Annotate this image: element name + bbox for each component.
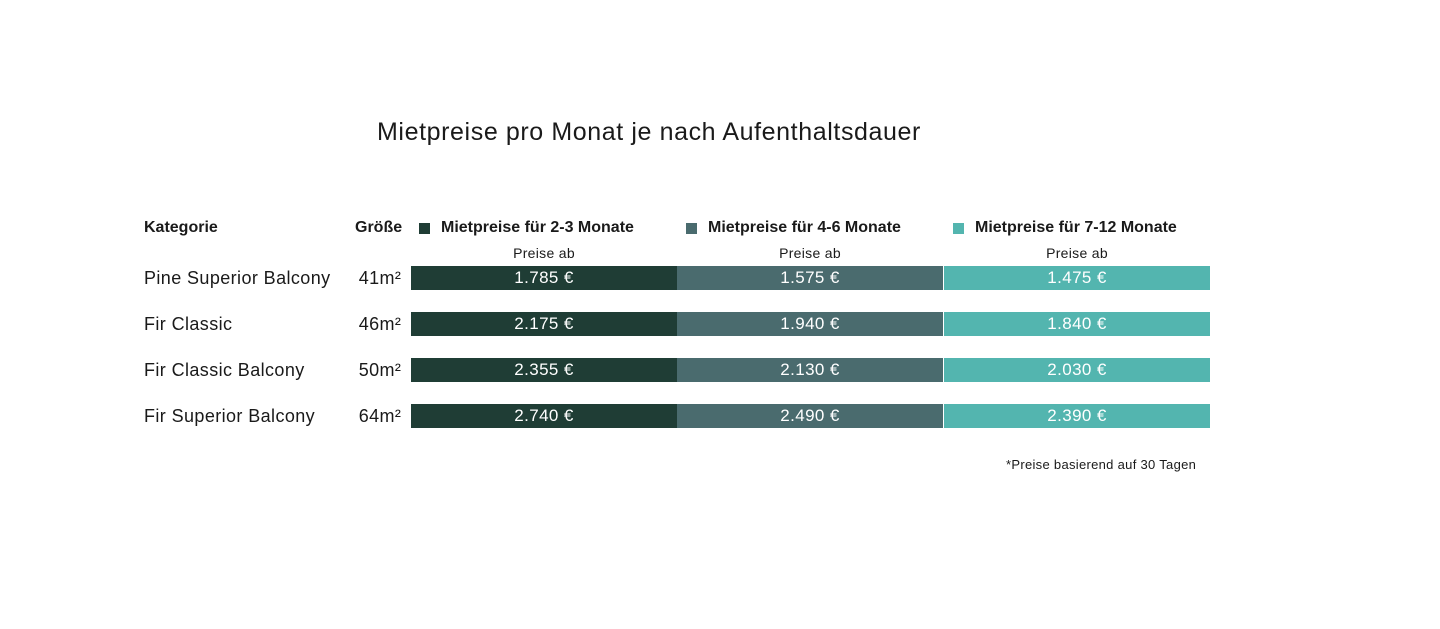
price-cell-2-3-monate: 2.740 € — [411, 404, 677, 428]
row-size: 50m² — [358, 360, 402, 380]
price-cell-7-12-monate: 2.030 € — [944, 358, 1210, 382]
legend-label: Mietpreise für 2-3 Monate — [441, 219, 634, 236]
row-category: Fir Classic Balcony — [144, 360, 305, 380]
price-cell-4-6-monate: 1.575 € — [677, 266, 943, 290]
row-category: Pine Superior Balcony — [144, 268, 331, 288]
subheader-preise-ab: Preise ab — [513, 245, 575, 261]
legend-label: Mietpreise für 4-6 Monate — [708, 219, 901, 236]
price-cell-2-3-monate: 1.785 € — [411, 266, 677, 290]
footnote: *Preise basierend auf 30 Tagen — [1006, 457, 1197, 472]
legend-swatch-7-12-monate — [953, 222, 964, 234]
row-category: Fir Superior Balcony — [144, 406, 316, 426]
legend-item-7-12-monate: Mietpreise für 7-12 Monate — [953, 219, 1177, 237]
legend-item-4-6-monate: Mietpreise für 4-6 Monate — [686, 219, 901, 237]
column-header-kategorie: Kategorie — [144, 219, 218, 236]
price-cell-2-3-monate: 2.355 € — [411, 358, 677, 382]
subheader-preise-ab: Preise ab — [1046, 245, 1108, 261]
price-cell-2-3-monate: 2.175 € — [411, 312, 677, 336]
row-size: 41m² — [358, 268, 402, 288]
legend-label: Mietpreise für 7-12 Monate — [975, 219, 1177, 236]
legend-item-2-3-monate: Mietpreise für 2-3 Monate — [419, 219, 634, 237]
page-title: Mietpreise pro Monat je nach Aufenthalts… — [377, 118, 921, 146]
price-cell-4-6-monate: 2.490 € — [677, 404, 943, 428]
legend-swatch-2-3-monate — [419, 222, 430, 234]
price-cell-7-12-monate: 2.390 € — [944, 404, 1210, 428]
price-cell-4-6-monate: 1.940 € — [677, 312, 943, 336]
row-size: 64m² — [358, 406, 402, 426]
row-size: 46m² — [358, 314, 402, 334]
column-header-groesse: Größe — [355, 219, 403, 236]
price-cell-4-6-monate: 2.130 € — [677, 358, 943, 382]
price-cell-7-12-monate: 1.840 € — [944, 312, 1210, 336]
row-category: Fir Classic — [144, 314, 233, 334]
price-cell-7-12-monate: 1.475 € — [944, 266, 1210, 290]
legend-swatch-4-6-monate — [686, 222, 697, 234]
subheader-preise-ab: Preise ab — [779, 245, 841, 261]
